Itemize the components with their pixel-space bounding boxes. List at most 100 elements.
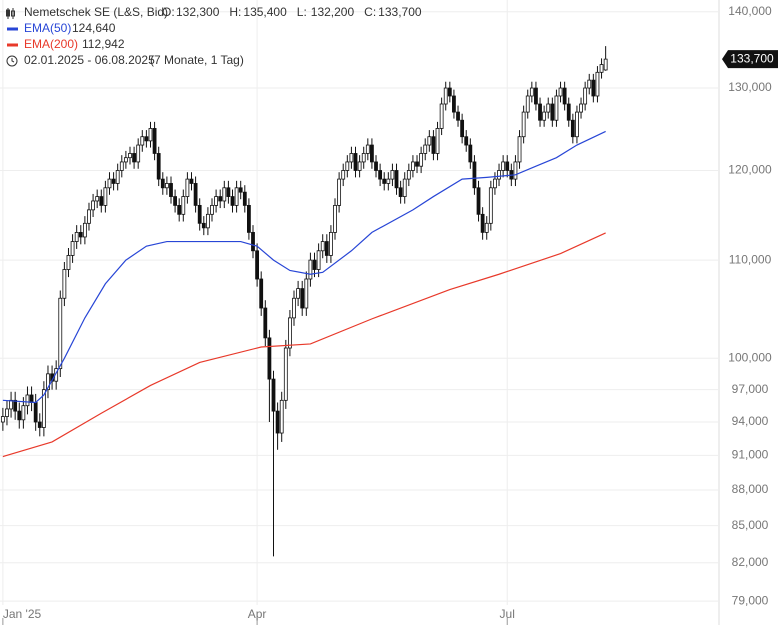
candle-body [292,297,296,319]
plot-area [0,46,608,557]
candle-body [177,205,182,215]
candle-body [70,241,75,256]
ohlc-value: 133,700 [378,5,422,19]
candle-body [263,307,268,339]
legend-label: EMA(50) [24,21,71,35]
candle-body [394,170,399,189]
candle-body [316,250,321,270]
candle-body [554,95,559,121]
legend-value: 124,640 [72,21,116,35]
x-tick-label: Apr [248,607,267,621]
candle-body [279,399,284,434]
candle-body [345,161,350,171]
candle-body [37,421,42,428]
candle-body [115,170,120,184]
price-badge [722,50,778,69]
candle-body [386,178,391,184]
candle-body [341,170,346,180]
candle-body [402,178,407,197]
candle-body [452,95,456,113]
candle-body [119,161,124,171]
candle-body [603,58,608,71]
candle-body [304,278,309,309]
candle-body [205,213,210,229]
y-tick-label: 120,000 [728,163,772,177]
candle-body [0,416,5,423]
candle-body [497,170,501,180]
y-tick-label: 110,000 [729,252,772,266]
candle-body [558,87,563,97]
ohlc-value: 132,200 [311,5,355,19]
candle-body [222,187,227,202]
candle-body [164,183,169,189]
candle-body [431,136,436,154]
candle-body [13,399,18,412]
candle-body [275,410,280,434]
candle-body [312,259,317,270]
candle-body [320,241,325,252]
candle-body [181,196,186,215]
x-tick-label: Jan '25 [3,607,42,621]
candle-body [542,111,547,121]
candle-body [324,241,329,256]
candle-body [160,178,165,189]
candle-body [242,191,247,206]
legend-label: EMA(200) [24,37,78,51]
candle-body [456,111,460,121]
candle-body [337,178,342,206]
candle-body [283,347,288,401]
candle-body [91,200,95,211]
candle-body [255,250,260,280]
candle-icon [6,8,15,19]
candle-body [201,222,206,229]
candle-body [99,196,104,206]
candle-body [95,196,100,202]
candle-body [189,178,194,184]
y-tick-label: 82,000 [732,555,769,569]
candle-body [58,297,63,370]
candle-body [427,136,432,146]
candle-body [370,144,374,163]
candle-body [472,161,477,189]
candle-body [566,103,571,121]
candle-body [185,178,190,197]
candle-body [488,187,493,224]
ohlc-label: C: [364,5,376,19]
candle-body [41,389,46,428]
candle-body [443,87,448,105]
candle-body [353,153,358,171]
candle-body [300,288,305,309]
ohlc-value: 132,300 [176,5,220,19]
y-tick-label: 130,000 [728,80,772,94]
ema-line [2,232,606,458]
candle-body [247,205,251,233]
candle-body [123,157,128,163]
candle-body [415,161,419,167]
candle-body [501,161,506,171]
candle-body [148,128,153,142]
candle-body [468,144,473,163]
y-tick-label: 91,000 [732,448,769,462]
ohlc-value: 135,400 [243,5,287,19]
candle-body [218,196,223,202]
candle-body [505,161,510,171]
candle-body [140,136,145,146]
y-tick-label: 140,000 [728,4,772,18]
clock-icon [6,55,18,67]
candle-body [439,103,444,129]
candle-body [17,410,22,421]
candle-body [230,196,235,206]
legend-swatch [7,27,18,31]
candle-body [251,231,255,252]
candle-body [197,205,202,224]
candle-body [406,170,411,180]
candle-body [210,205,214,215]
candle-body [5,408,9,417]
candle-body [447,87,452,97]
candle-body [525,95,530,113]
candle-body [349,153,354,163]
y-tick-label: 97,000 [732,382,769,396]
ohlc: O: 132,300 H: 135,400 L: 132,200 C: 133,700 [162,5,422,19]
candle-body [82,222,87,238]
candle-body [46,373,50,391]
